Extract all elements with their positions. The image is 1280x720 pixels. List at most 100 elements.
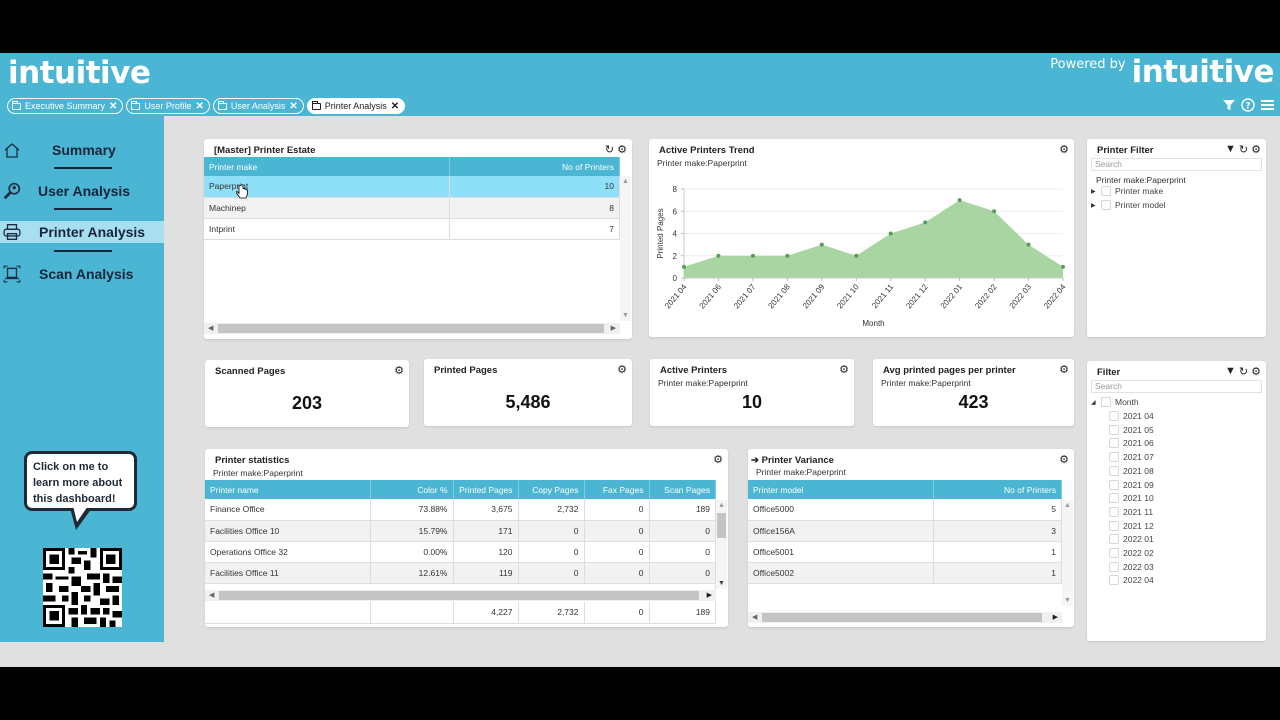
gear-icon[interactable]: ⚙ — [839, 364, 849, 376]
search-input[interactable]: Search — [1091, 158, 1262, 171]
scroll-left-icon[interactable]: ◀ — [209, 592, 215, 599]
table-row[interactable]: Office5000 5 — [748, 499, 1062, 521]
column-header[interactable]: Printer make — [204, 157, 450, 176]
scrollbar-thumb[interactable] — [219, 591, 699, 600]
sidebar-item-user-analysis[interactable]: User Analysis — [0, 180, 164, 202]
tab-printer-analysis[interactable]: Printer Analysis ✕ — [306, 98, 406, 114]
scroll-right-icon[interactable]: ▶ — [610, 325, 616, 332]
tree-item-month-value[interactable]: 2021 05 — [1109, 424, 1154, 435]
data-point[interactable] — [819, 242, 824, 247]
tree-item-month-value[interactable]: 2022 02 — [1109, 548, 1154, 558]
data-point[interactable] — [923, 220, 928, 225]
intuitive-logo[interactable]: intuitive — [8, 55, 151, 91]
column-header[interactable]: Color % — [370, 480, 454, 499]
data-point[interactable] — [888, 231, 893, 236]
tab-executive-summary[interactable]: Executive Summary ✕ — [7, 98, 124, 114]
table-row[interactable]: Intprint 7 — [204, 218, 620, 240]
tree-item-printer-make[interactable]: ▶ Printer make — [1091, 186, 1163, 196]
table-row[interactable]: Finance Office 73.88% 3,675 2,732 0 189 — [205, 499, 716, 521]
collapse-icon[interactable]: ◢ — [1091, 399, 1096, 406]
tree-item-month-value[interactable]: 2021 09 — [1109, 479, 1154, 490]
scroll-left-icon[interactable]: ◀ — [752, 614, 758, 621]
refresh-icon[interactable]: ↻ — [1238, 144, 1249, 156]
cell-make[interactable]: Intprint — [204, 218, 450, 240]
column-header[interactable]: Printed Pages — [453, 480, 519, 499]
column-header[interactable]: No of Printers — [933, 480, 1062, 499]
scrollbar-thumb[interactable] — [218, 324, 604, 333]
checkbox[interactable] — [1109, 534, 1119, 545]
filter-icon[interactable]: ▼ — [1225, 365, 1236, 377]
close-tab-icon[interactable]: ✕ — [109, 100, 118, 112]
data-point[interactable] — [750, 253, 755, 258]
tree-item-month-value[interactable]: 2021 11 — [1109, 506, 1153, 517]
column-header[interactable]: Fax Pages — [584, 480, 650, 499]
refresh-icon[interactable]: ↻ — [604, 144, 615, 156]
checkbox[interactable] — [1101, 186, 1111, 196]
gear-icon[interactable]: ⚙ — [1251, 144, 1261, 156]
column-header[interactable]: Scan Pages — [649, 480, 716, 499]
data-point[interactable] — [716, 253, 721, 258]
data-point[interactable] — [957, 198, 962, 203]
checkbox[interactable] — [1109, 438, 1119, 449]
gear-icon[interactable]: ⚙ — [394, 365, 404, 377]
checkbox[interactable] — [1109, 561, 1119, 572]
tab-user-analysis[interactable]: User Analysis ✕ — [212, 98, 304, 114]
checkbox[interactable] — [1101, 200, 1111, 210]
sidebar-item-printer-analysis[interactable]: Printer Analysis — [0, 221, 164, 243]
tab-user-profile[interactable]: User Profile ✕ — [126, 98, 210, 114]
menu-icon[interactable] — [1261, 99, 1274, 111]
checkbox[interactable] — [1109, 548, 1119, 558]
scroll-up-icon[interactable]: ▲ — [1064, 502, 1071, 509]
search-input[interactable]: Search — [1091, 380, 1262, 393]
tree-item-month-value[interactable]: 2021 04 — [1109, 411, 1154, 421]
expand-icon[interactable]: ▶ — [1091, 188, 1096, 195]
tree-item-month-value[interactable]: 2022 01 — [1109, 534, 1154, 545]
gear-icon[interactable]: ⚙ — [1059, 364, 1069, 376]
help-icon[interactable]: ? — [1241, 98, 1255, 112]
checkbox[interactable] — [1109, 452, 1119, 463]
scroll-up-icon[interactable]: ▲ — [718, 502, 725, 509]
table-row[interactable]: Office5001 1 — [748, 541, 1062, 563]
checkbox[interactable] — [1109, 493, 1119, 504]
column-header[interactable]: Printer name — [205, 480, 371, 499]
tree-item-month-value[interactable]: 2021 12 — [1109, 520, 1154, 531]
gear-icon[interactable]: ⚙ — [617, 144, 627, 156]
data-point[interactable] — [1061, 264, 1065, 269]
cell-count[interactable]: 8 — [449, 197, 620, 219]
tree-item-month-value[interactable]: 2022 04 — [1109, 575, 1154, 586]
data-point[interactable] — [682, 264, 686, 269]
table-row[interactable]: Machinep 8 — [204, 197, 620, 219]
table-row[interactable]: Office5002 1 — [748, 562, 1062, 584]
horizontal-scrollbar[interactable]: ◀ ▶ — [205, 590, 716, 601]
vertical-scrollbar[interactable]: ▲ ▼ — [1062, 500, 1073, 606]
scrollbar-thumb[interactable] — [717, 513, 726, 538]
qr-code-icon[interactable] — [43, 548, 122, 627]
data-point[interactable] — [992, 209, 997, 214]
table-row[interactable]: Facilities Office 10 15.79% 171 0 0 0 — [205, 520, 716, 542]
filter-icon[interactable]: ▼ — [1225, 143, 1236, 155]
drill-arrow-icon[interactable]: ➔ — [751, 455, 759, 466]
tree-item-month-value[interactable]: 2021 06 — [1109, 438, 1154, 449]
horizontal-scrollbar[interactable]: ◀ ▶ — [204, 323, 620, 334]
filter-icon[interactable] — [1223, 99, 1235, 111]
refresh-icon[interactable]: ↻ — [1238, 366, 1249, 378]
gear-icon[interactable]: ⚙ — [1251, 366, 1261, 378]
gear-icon[interactable]: ⚙ — [617, 364, 627, 376]
gear-icon[interactable]: ⚙ — [1059, 144, 1069, 156]
tree-item-month-value[interactable]: 2021 10 — [1109, 493, 1154, 504]
table-row[interactable]: Office156A 3 — [748, 520, 1062, 542]
column-header[interactable]: Copy Pages — [518, 480, 585, 499]
horizontal-scrollbar[interactable]: ◀ ▶ — [748, 612, 1062, 623]
scroll-up-icon[interactable]: ▲ — [622, 178, 629, 185]
close-tab-icon[interactable]: ✕ — [390, 100, 400, 112]
scroll-right-icon[interactable]: ▶ — [706, 592, 712, 599]
table-row[interactable]: Paperprint 10 — [204, 176, 620, 198]
checkbox[interactable] — [1101, 397, 1111, 407]
data-point[interactable] — [1026, 242, 1031, 247]
checkbox[interactable] — [1109, 424, 1119, 435]
close-tab-icon[interactable]: ✕ — [195, 100, 204, 112]
checkbox[interactable] — [1109, 520, 1119, 531]
expand-icon[interactable]: ▶ — [1091, 202, 1096, 209]
scroll-left-icon[interactable]: ◀ — [208, 325, 214, 332]
cell-make[interactable]: Paperprint — [204, 176, 450, 198]
